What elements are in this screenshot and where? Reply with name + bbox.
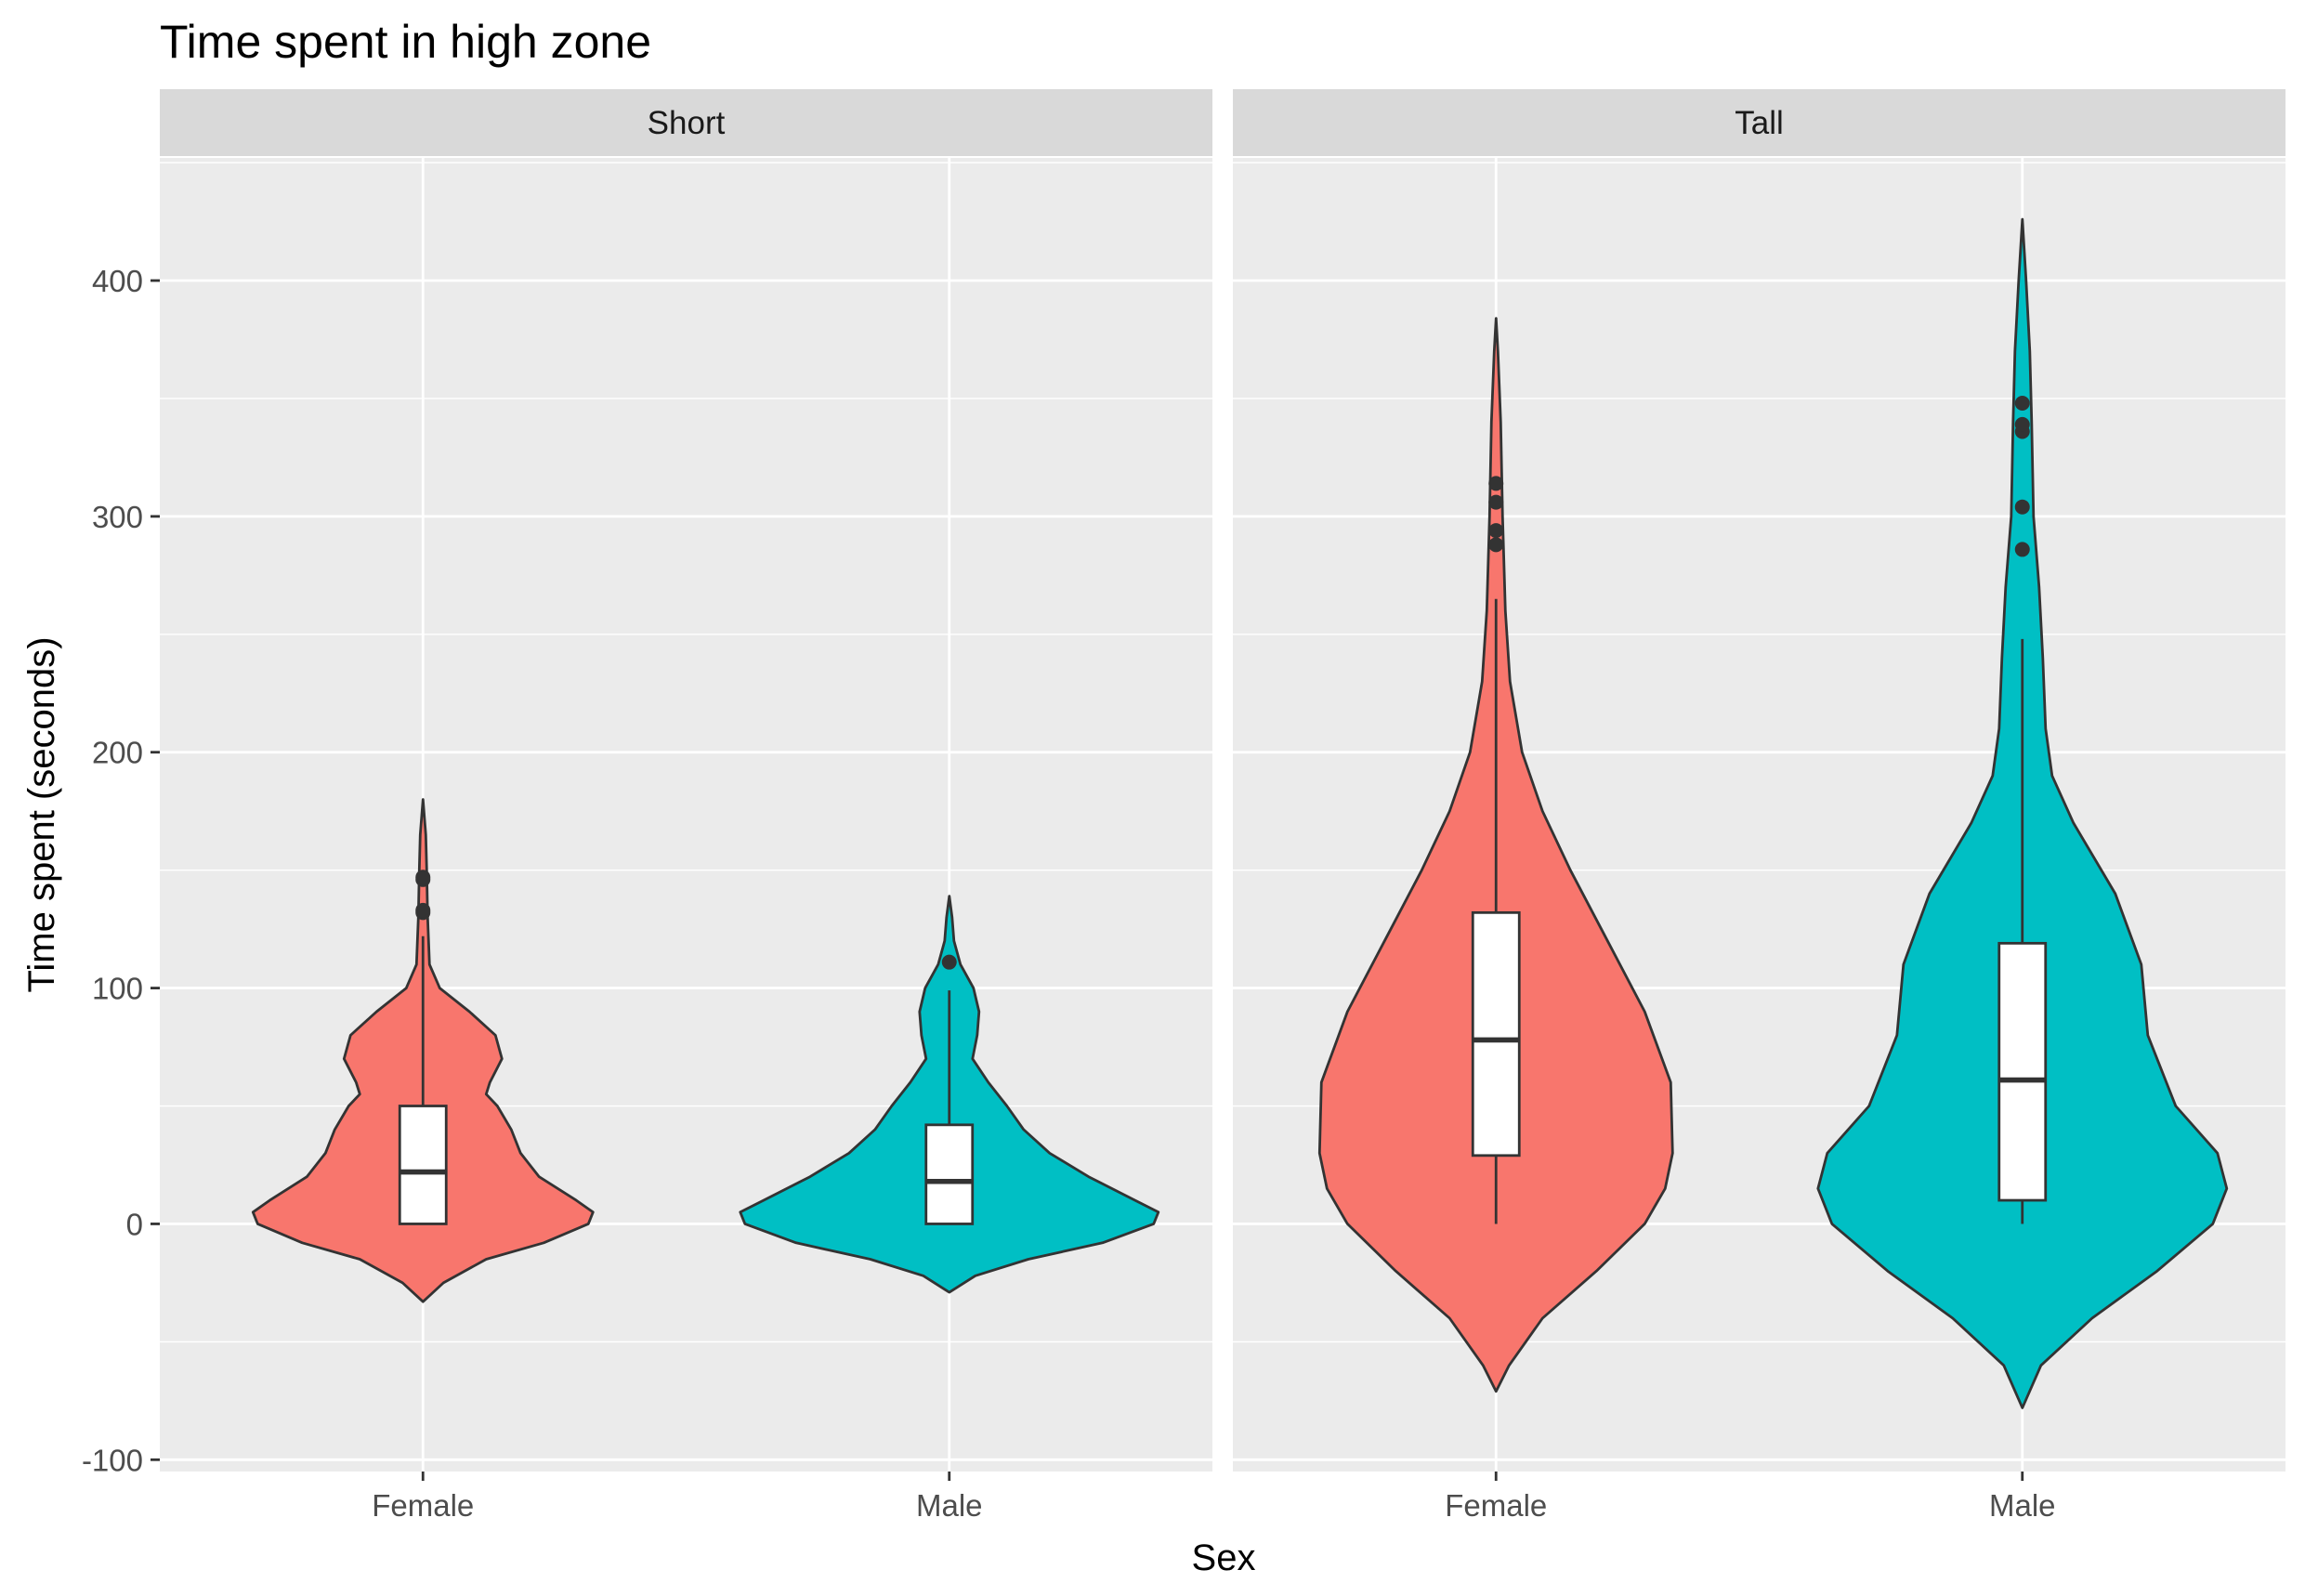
outlier-point xyxy=(1488,476,1504,491)
y-tick-label: 100 xyxy=(92,972,143,1006)
strip-label: Short xyxy=(648,105,726,141)
outlier-point xyxy=(1488,537,1504,553)
chart-title: Time spent in high zone xyxy=(160,16,651,68)
strip-background xyxy=(160,89,1212,156)
panel-background xyxy=(160,158,1212,1472)
outlier-point xyxy=(2014,499,2030,515)
box-body xyxy=(924,1123,975,1225)
violin-group-female xyxy=(1317,317,1674,1393)
box-body xyxy=(1471,910,1521,1158)
y-tick-label: -100 xyxy=(82,1443,143,1477)
outlier-point xyxy=(2014,396,2030,412)
outlier-point xyxy=(2014,542,2030,557)
box-body xyxy=(398,1105,448,1225)
outlier-point xyxy=(1488,523,1504,539)
violin-group-male xyxy=(739,895,1160,1294)
outlier-point xyxy=(415,902,431,918)
outlier-point xyxy=(2014,416,2030,432)
x-tick-label: Male xyxy=(1989,1488,2056,1523)
x-axis-title: Sex xyxy=(1192,1537,1256,1578)
box-body xyxy=(1997,941,2048,1202)
outlier-point xyxy=(1488,494,1504,510)
x-tick-label: Male xyxy=(916,1488,983,1523)
panel-short: Short xyxy=(160,89,1212,1472)
violin-group-male xyxy=(1816,217,2229,1409)
x-axis: Female Male Female Male xyxy=(372,1472,2056,1523)
facet-panels: Short Tall xyxy=(160,89,2285,1472)
outlier-point xyxy=(941,954,957,970)
y-tick-label: 200 xyxy=(92,736,143,770)
y-axis: -100 0 100 200 300 400 xyxy=(82,264,160,1477)
y-tick-label: 300 xyxy=(92,500,143,534)
violin-group-female xyxy=(251,798,595,1303)
x-tick-label: Female xyxy=(372,1488,474,1523)
y-tick-label: 0 xyxy=(126,1207,143,1241)
y-tick-label: 400 xyxy=(92,264,143,298)
strip-background xyxy=(1233,89,2285,156)
outlier-point xyxy=(415,870,431,885)
y-axis-title: Time spent (seconds) xyxy=(21,636,62,992)
x-tick-label: Female xyxy=(1445,1488,1547,1523)
panel-tall: Tall xyxy=(1233,89,2285,1472)
strip-label: Tall xyxy=(1735,105,1784,141)
